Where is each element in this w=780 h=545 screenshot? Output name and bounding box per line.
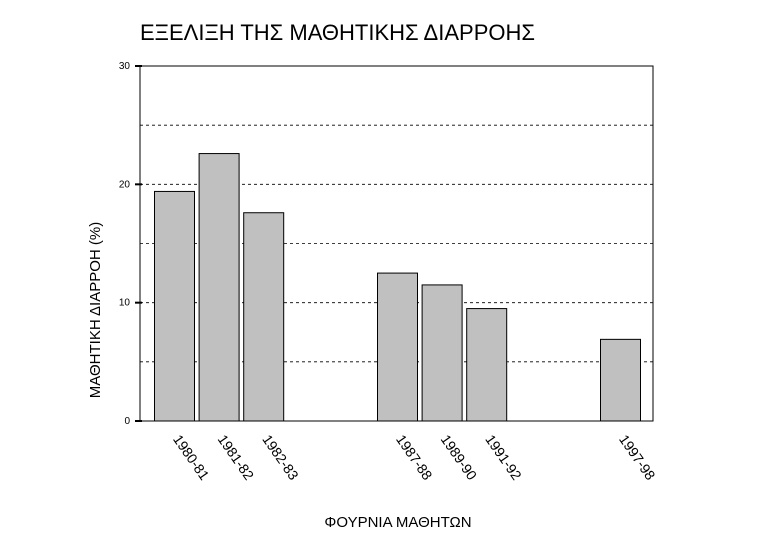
bar [421,284,463,422]
x-tick-label: 1982-83 [259,432,302,483]
y-tick-label: 20 [119,179,131,190]
bar [377,272,418,422]
y-tick-label: 30 [119,61,131,72]
x-tick-label: 1991-92 [482,432,525,483]
x-tick-label: 1997-98 [616,432,659,483]
x-tick-label: 1980-81 [170,432,213,483]
y-tick-label: 10 [119,298,131,309]
chart-title: ΕΞΕΛΙΞΗ ΤΗΣ ΜΑΘΗΤΙΚΗΣ ΔΙΑΡΡΟΗΣ [140,20,535,45]
bar [243,212,285,422]
x-tick-label: 1981-82 [215,432,258,483]
x-tick-label: 1987-88 [393,432,436,483]
bar [198,153,240,422]
y-axis-title: ΜΑΘΗΤΙΚΗ ΔΙΑΡΡΟΗ (%) [87,222,104,398]
bar [466,308,508,422]
x-tick-label: 1989-90 [438,432,481,483]
bar [600,338,641,422]
x-axis-title: ΦΟΥΡΝΙΑ ΜΑΘΗΤΩΝ [324,514,471,531]
y-tick-label: 0 [124,416,130,427]
bar [154,190,195,422]
